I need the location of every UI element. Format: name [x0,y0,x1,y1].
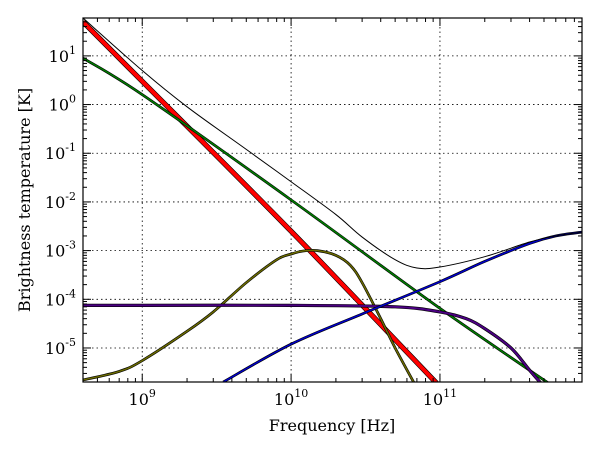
y-tick-base: 10 [45,144,65,163]
y-tick-label: 10-1 [45,141,76,163]
y-tick-label: 10-5 [45,336,76,358]
y-tick-exponent: -2 [65,190,76,203]
x-tick-base: 10 [423,390,443,409]
y-tick-label: 10-3 [45,239,76,261]
y-tick-label: 10-2 [45,190,76,212]
y-tick-label: 101 [49,44,76,66]
x-axis-label: Frequency [Hz] [269,416,396,435]
series-lines [83,18,582,382]
y-tick-exponent: -1 [65,141,76,154]
series-line-outline [83,303,542,382]
x-tick-labels: 109 1010 1011 [129,387,458,409]
y-tick-exponent: 1 [69,44,76,57]
series-line-stroke [83,18,582,270]
x-tick-label: 1010 [274,387,308,409]
y-tick-base: 10 [45,242,65,261]
y-tick-base: 10 [45,339,65,358]
x-tick-base: 10 [129,390,149,409]
y-tick-exponent: -3 [65,239,76,252]
y-tick-label: 10-4 [45,287,76,309]
axis-ticks [82,17,583,383]
x-tick-label: 109 [129,387,156,409]
series-line-3 [83,248,416,382]
series-line-2 [83,56,550,382]
series-line-stroke [83,249,415,382]
x-tick-exponent: 10 [294,387,308,400]
y-tick-base: 10 [49,96,69,115]
x-tick-exponent: 11 [443,387,457,400]
plot-frame [82,17,583,383]
series-line-stroke [83,304,542,382]
x-tick-label: 1011 [423,387,457,409]
y-axis-label: Brightness temperature [K] [15,88,34,312]
y-tick-label: 100 [49,93,76,115]
y-tick-exponent: -4 [65,287,76,300]
y-tick-base: 10 [45,290,65,309]
y-tick-base: 10 [45,193,65,212]
series-line-6 [83,18,582,270]
series-line-outline [83,56,550,382]
series-line-stroke [83,57,549,382]
y-tick-exponent: 0 [69,93,76,106]
x-tick-exponent: 9 [149,387,156,400]
y-tick-exponent: -5 [65,336,76,349]
x-tick-base: 10 [274,390,294,409]
y-tick-base: 10 [49,47,69,66]
series-line-4 [83,303,542,382]
